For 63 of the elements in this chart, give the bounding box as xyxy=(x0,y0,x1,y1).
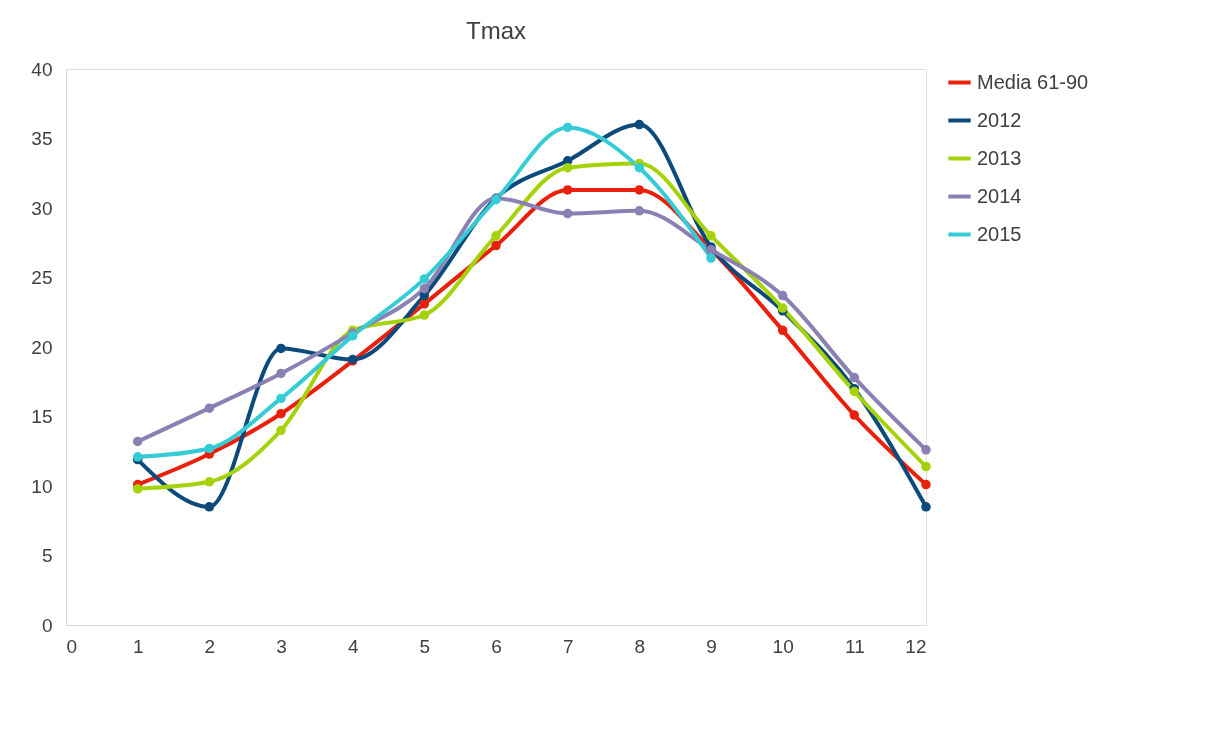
point xyxy=(849,410,860,420)
point xyxy=(634,119,645,130)
point xyxy=(634,185,645,195)
legend-label: 2012 xyxy=(977,108,1022,131)
point xyxy=(921,502,931,512)
point xyxy=(204,477,215,487)
y-tick-label: 15 xyxy=(31,406,53,427)
point xyxy=(132,436,143,447)
point xyxy=(921,461,931,472)
point xyxy=(849,372,860,383)
x-tick-label: 2 xyxy=(204,635,216,657)
point xyxy=(491,231,501,241)
y-tick-label: 20 xyxy=(31,336,53,358)
y-tick-label: 30 xyxy=(31,197,53,219)
point xyxy=(419,310,430,320)
point xyxy=(276,425,286,436)
x-tick-label: 12 xyxy=(905,635,927,657)
x-tick-label: 3 xyxy=(276,635,287,657)
y-tick-label: 10 xyxy=(31,475,53,497)
x-tick-label: 9 xyxy=(706,635,717,657)
point xyxy=(419,274,430,284)
legend-label: 2013 xyxy=(977,146,1022,169)
point xyxy=(276,343,286,354)
x-tick-label: 1 xyxy=(132,635,144,657)
legend-label: 2015 xyxy=(977,222,1022,245)
x-tick-label: 11 xyxy=(844,635,865,657)
point xyxy=(276,368,286,379)
y-tick-label: 0 xyxy=(41,614,53,636)
x-tick-label: 5 xyxy=(419,635,431,657)
point xyxy=(204,403,215,413)
point xyxy=(921,445,931,455)
point xyxy=(276,408,286,419)
point xyxy=(419,283,430,294)
x-tick-label: 7 xyxy=(562,635,574,657)
x-tick-label: 8 xyxy=(634,635,646,657)
point xyxy=(419,299,430,309)
point xyxy=(204,502,215,512)
x-tick-label: 6 xyxy=(491,635,502,657)
point xyxy=(562,122,573,133)
point xyxy=(562,162,573,173)
point xyxy=(276,393,286,404)
chart-title: Tmax xyxy=(466,17,526,44)
point xyxy=(706,253,716,263)
point xyxy=(777,325,788,336)
point xyxy=(491,240,501,251)
y-tick-label: 5 xyxy=(41,545,53,566)
point xyxy=(706,231,716,241)
point xyxy=(634,162,645,173)
y-tick-label: 40 xyxy=(31,58,53,80)
x-tick-label: 4 xyxy=(347,635,359,657)
point xyxy=(132,484,143,494)
legend-label: 2014 xyxy=(977,184,1022,207)
point xyxy=(777,290,788,301)
point xyxy=(562,208,573,219)
legend-label: Media 61-90 xyxy=(977,70,1089,93)
x-tick-label: 0 xyxy=(66,635,78,657)
point xyxy=(204,443,215,454)
point xyxy=(921,479,931,490)
y-tick-label: 35 xyxy=(31,128,53,149)
point xyxy=(634,206,645,216)
y-tick-label: 25 xyxy=(31,267,53,288)
x-tick-label: 10 xyxy=(772,635,794,657)
point xyxy=(562,185,573,195)
